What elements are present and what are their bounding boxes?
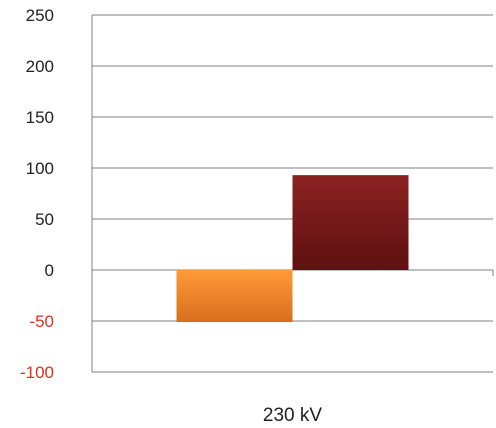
y-tick-label: 100 (26, 159, 54, 178)
y-tick-label: 0 (45, 261, 54, 280)
y-tick-label: -100 (20, 363, 54, 382)
bars (176, 175, 409, 323)
y-tick-label: -50 (29, 312, 54, 331)
category-labels: 230 kV (263, 405, 322, 426)
bar (292, 175, 409, 270)
bar (176, 270, 293, 323)
y-axis-tick-labels: 250 200 150 100 50 0 -50 -100 (20, 6, 54, 382)
y-tick-label: 150 (26, 108, 54, 127)
y-tick-label: 250 (26, 6, 54, 25)
x-category-label: 230 kV (263, 405, 322, 426)
y-tick-label: 200 (26, 57, 54, 76)
y-tick-label: 50 (35, 210, 54, 229)
